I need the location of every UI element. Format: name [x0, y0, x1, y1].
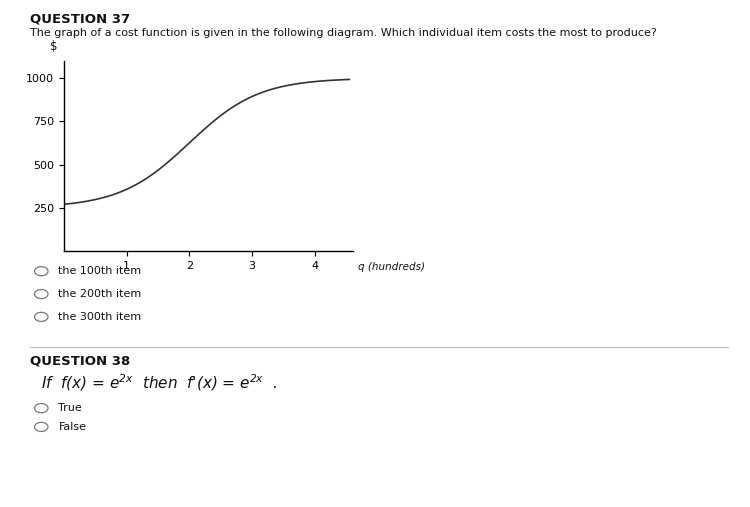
Text: $: $: [50, 40, 58, 53]
Text: True: True: [58, 403, 82, 413]
Text: The graph of a cost function is given in the following diagram. Which individual: The graph of a cost function is given in…: [30, 28, 657, 38]
Text: the 100th item: the 100th item: [58, 266, 142, 276]
Text: QUESTION 37: QUESTION 37: [30, 13, 130, 26]
Text: q (hundreds): q (hundreds): [358, 262, 425, 272]
Text: the 300th item: the 300th item: [58, 312, 142, 322]
Text: False: False: [58, 422, 86, 432]
Text: QUESTION 38: QUESTION 38: [30, 355, 130, 368]
Text: If  f(x) = $\mathregular{e}^{\mathregular{2x}}$  then  f'(x) = $\mathregular{e}^: If f(x) = $\mathregular{e}^{\mathregular…: [41, 372, 278, 393]
Text: the 200th item: the 200th item: [58, 289, 142, 299]
